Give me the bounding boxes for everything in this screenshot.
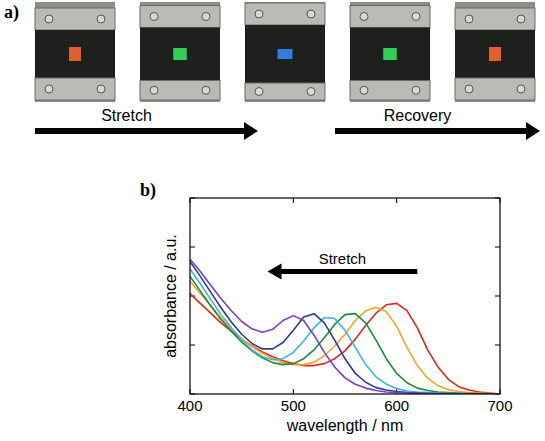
arrow-label: Stretch [101,107,152,124]
clamp [245,3,325,25]
screw [360,13,368,21]
panel-label: a) [4,2,19,23]
screw [465,15,473,23]
y-tick [190,345,195,346]
color-patch [489,47,501,61]
screw [517,85,525,93]
clamp [140,81,220,101]
spectrum-line [190,259,500,394]
photo-background [140,2,220,102]
arrow-head [244,122,258,140]
arrow-shaft [335,128,528,134]
x-tick-label: 500 [281,397,306,414]
spectrum-line [190,269,500,394]
arrow-head [526,122,540,140]
clamp [35,78,115,100]
annotation: Stretch [319,250,367,267]
screw [45,15,53,23]
clamp [35,8,115,30]
screw [150,13,158,21]
series-group [190,259,500,394]
y-tick [495,345,500,346]
screw [150,86,158,94]
annotation-arrow-head [268,264,282,280]
x-tick [293,389,294,394]
color-patch [173,48,187,60]
y-axis-title: absorbance / a.u. [162,234,179,358]
screw [97,15,105,23]
x-tick [396,198,397,203]
arrow-label: Recovery [384,107,452,124]
spectrum-line [190,294,500,394]
color-patch [69,47,81,61]
screw [517,15,525,23]
x-tick-label: 700 [487,397,512,414]
x-tick-label: 600 [384,397,409,414]
spectrum-line [190,262,500,394]
clamp [350,6,430,28]
clamp [455,78,535,100]
screw [307,10,315,18]
screw [202,13,210,21]
photo-background [245,2,325,102]
photo [35,2,115,102]
x-axis-title: wavelength / nm [286,417,404,434]
screw [307,88,315,96]
color-patch [383,48,397,60]
screw [465,85,473,93]
clamp [455,8,535,30]
y-tick [495,296,500,297]
x-tick-label: 400 [177,397,202,414]
screw [412,86,420,94]
photo [455,2,535,102]
y-tick [495,247,500,248]
figure: a) Stretch Recovery b) 400 500 600 700 Stretch wa… [0,0,545,441]
x-tick [293,198,294,203]
screw [255,88,263,96]
film [350,28,430,81]
y-tick [190,247,195,248]
panel-label: b) [140,180,156,201]
screw [255,10,263,18]
film [455,30,535,78]
clamp [350,81,430,101]
screw [202,86,210,94]
arrow-shaft [35,128,246,134]
screw [97,85,105,93]
clamp [245,83,325,100]
screw [360,86,368,94]
screw [45,85,53,93]
plot-frame [190,198,500,394]
film [140,28,220,81]
photo [350,2,430,102]
clamp [140,6,220,28]
photo [245,2,325,102]
screw [412,13,420,21]
film [245,25,325,83]
film [35,30,115,78]
photo-background [455,2,535,102]
photo-background [350,2,430,102]
color-patch [278,49,293,59]
photo-background [35,2,115,102]
annotation-arrow-shaft [280,269,418,274]
photo [140,2,220,102]
